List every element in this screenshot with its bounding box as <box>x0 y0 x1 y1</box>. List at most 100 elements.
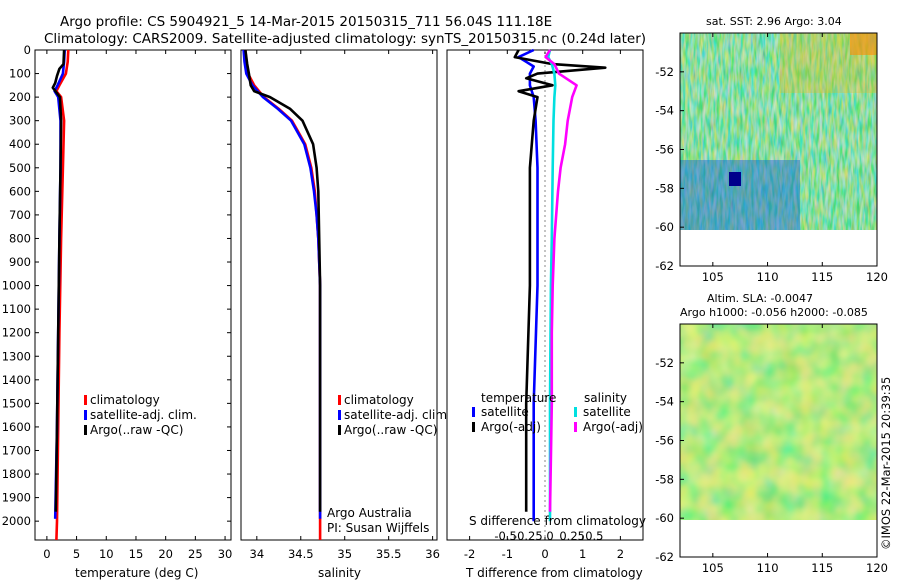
depth-tick-label: 800 <box>9 231 31 245</box>
depth-tick-label: 0 <box>24 43 31 57</box>
x-tick-label: 35.5 <box>376 547 402 561</box>
salinity-series <box>242 49 322 540</box>
sst-coldest-spot <box>729 172 741 186</box>
difference-series <box>513 48 607 522</box>
sst-field-texture <box>680 33 877 230</box>
s-difference-axis-label: S difference from climatology <box>469 514 646 528</box>
legend-t-argo: Argo(-adj) <box>481 420 541 434</box>
x-tick-label: 15 <box>129 547 144 561</box>
salinity-axis-label: salinity <box>318 566 361 580</box>
x-tick-label: 0 <box>43 547 50 561</box>
depth-tick-label: 1100 <box>2 302 31 316</box>
depth-tick-label: 1500 <box>2 396 31 410</box>
map-x-tick-label: 105 <box>702 270 724 284</box>
sst-map-axes: 105 110 115 120 -52 -54 -56 -58 -60 -62 <box>655 33 888 284</box>
depth-tick-label: 1200 <box>2 326 31 340</box>
depth-tick-label: 300 <box>9 114 31 128</box>
series-temperature-argo-adj- <box>513 49 607 512</box>
sst-nodata-region <box>680 230 877 266</box>
imos-credit: ©IMOS 22-Mar-2015 20:39:35 <box>879 377 893 550</box>
legend-swatch-satellite <box>84 410 87 420</box>
legend-t-satellite: satellite <box>481 405 529 419</box>
depth-tick-label: 1600 <box>2 420 31 434</box>
series-argo-raw-qc- <box>244 49 322 512</box>
legend-salinity-title: salinity <box>584 391 627 405</box>
temperature-panel: 0100200300400500600700800900100011001200… <box>2 43 643 580</box>
temperature-plot-frame <box>34 49 232 541</box>
map-y-tick-label: -52 <box>655 65 674 79</box>
series-argo-raw-qc- <box>51 49 66 512</box>
x-tick-label: 25 <box>188 547 203 561</box>
x-tick-label: 35 <box>337 547 352 561</box>
sst-cold-patch <box>680 160 800 230</box>
map-y-tick-label: -60 <box>655 511 674 525</box>
temperature-legend: climatology satellite-adj. clim. Argo(..… <box>84 393 197 437</box>
sla-nodata-region <box>680 520 877 557</box>
x-tick-label: 30 <box>218 547 233 561</box>
temperature-axis-label: temperature (deg C) <box>75 566 198 580</box>
s-tick-label: 0.25 <box>559 529 585 543</box>
map-y-tick-label: -62 <box>655 550 674 564</box>
salinity-plot-frame <box>240 49 438 541</box>
t-difference-axis-label: T difference from climatology <box>465 566 643 580</box>
map-x-tick-label: 115 <box>811 270 833 284</box>
sst-map-title: sat. SST: 2.96 Argo: 3.04 <box>706 15 842 28</box>
temperature-x-axis: 0 5 10 15 20 25 30 <box>43 50 232 561</box>
x-tick-label: 2 <box>617 547 624 561</box>
map-y-tick-label: -52 <box>655 356 674 370</box>
legend-swatch-climatology <box>84 395 87 405</box>
salinity-legend: climatology satellite-adj. clim. Argo(..… <box>338 393 451 437</box>
legend-swatch-satellite <box>338 410 341 420</box>
salinity-x-axis: 34 34.5 35 35.5 36 <box>250 50 440 561</box>
legend-swatch-s-argo <box>574 422 577 432</box>
depth-tick-label: 1400 <box>2 373 31 387</box>
x-tick-label: 0 <box>541 547 548 561</box>
figure-subtitle: Climatology: CARS2009. Satellite-adjuste… <box>44 31 646 47</box>
sla-map-title: Altim. SLA: -0.0047 <box>707 292 813 305</box>
depth-tick-label: 1900 <box>2 491 31 505</box>
map-y-tick-label: -56 <box>655 434 674 448</box>
legend-swatch-t-argo <box>472 422 475 432</box>
depth-tick-label: 1800 <box>2 467 31 481</box>
x-tick-label: 10 <box>99 547 114 561</box>
legend-s-satellite: satellite <box>583 405 631 419</box>
map-y-tick-label: -58 <box>655 472 674 486</box>
difference-x-axis: -2 -1 0 1 2-0.5-0.25 0 0.25 0.5 <box>464 50 624 561</box>
map-x-tick-label: 105 <box>702 561 724 575</box>
map-y-tick-label: -62 <box>655 259 674 273</box>
series-temperature-satellite <box>517 48 539 522</box>
sla-field-texture <box>680 324 877 520</box>
legend-swatch-t-satellite <box>472 407 475 417</box>
x-tick-label: 34 <box>250 547 265 561</box>
depth-tick-label: 2000 <box>2 514 31 528</box>
map-y-tick-label: -56 <box>655 143 674 157</box>
depth-tick-label: 100 <box>9 67 31 81</box>
depth-tick-label: 500 <box>9 161 31 175</box>
s-tick-label: 0 <box>546 529 553 543</box>
map-x-tick-label: 115 <box>811 561 833 575</box>
legend-climatology: climatology <box>90 393 160 407</box>
map-y-tick-label: -60 <box>655 220 674 234</box>
s-tick-label: -0.5 <box>494 529 516 543</box>
legend-satellite: satellite-adj. clim. <box>90 408 197 422</box>
map-x-tick-label: 120 <box>866 270 888 284</box>
legend-swatch-argo <box>338 425 341 435</box>
x-tick-label: -2 <box>464 547 475 561</box>
map-y-tick-label: -58 <box>655 181 674 195</box>
annotation-pi: PI: Susan Wijffels <box>327 521 429 535</box>
annotation-argo-australia: Argo Australia <box>327 506 412 520</box>
legend-temperature-title: temperature <box>481 391 556 405</box>
sla-map-title2: Argo h1000: -0.056 h2000: -0.085 <box>680 306 868 319</box>
depth-tick-label: 1000 <box>2 279 31 293</box>
x-tick-label: 20 <box>158 547 173 561</box>
legend-climatology: climatology <box>344 393 414 407</box>
depth-tick-label: 400 <box>9 137 31 151</box>
depth-tick-label: 900 <box>9 255 31 269</box>
sst-hot-patch <box>850 33 877 55</box>
depth-tick-label: 700 <box>9 208 31 222</box>
legend-s-argo: Argo(-adj) <box>583 420 643 434</box>
series-salinity-argo-adj- <box>544 49 578 512</box>
sla-map-axes: 105 110 115 120 -52 -54 -56 -58 -60 -62 <box>655 324 888 575</box>
legend-swatch-s-satellite <box>574 407 577 417</box>
x-tick-label: 36 <box>425 547 440 561</box>
